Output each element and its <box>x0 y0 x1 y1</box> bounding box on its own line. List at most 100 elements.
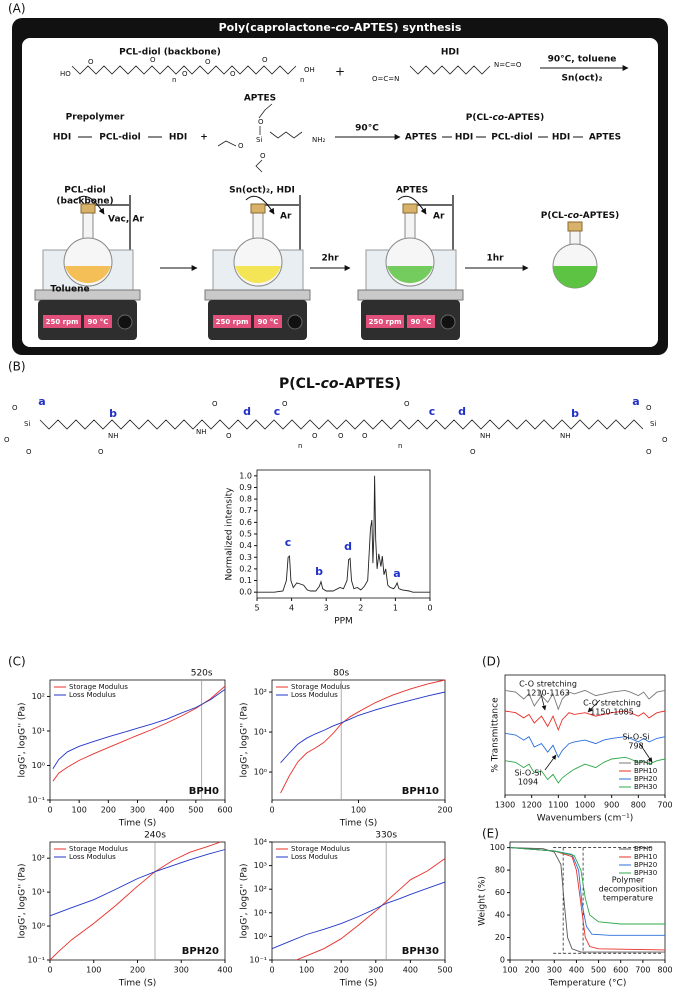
stopper <box>250 203 266 214</box>
bond <box>39 419 644 430</box>
legend-label: BPH0 <box>634 759 653 767</box>
atom: Si <box>256 136 262 144</box>
reagent-label: Prepolymer <box>66 113 125 123</box>
step-label: (backbone) <box>56 197 113 207</box>
atom: O <box>150 56 156 64</box>
x-tick-label: 100 <box>86 966 101 975</box>
plot-frame <box>256 469 431 599</box>
atom: Si <box>650 420 656 428</box>
x-tick-label: 3 <box>324 604 329 613</box>
annotation: Si-O-Si <box>514 769 541 778</box>
hot-plate-top <box>357 289 464 301</box>
sample-label: BPH10 <box>402 786 439 797</box>
peak-label: c <box>285 536 292 549</box>
atom: N=C=O <box>494 61 522 69</box>
panel-label: (B) <box>8 360 26 374</box>
proton-label: b <box>109 407 117 420</box>
x-tick-label: 900 <box>604 801 619 810</box>
display-text: 90 °C <box>258 318 279 326</box>
y-tick-label: 0.0 <box>239 588 252 597</box>
knob <box>117 314 133 330</box>
y-tick-label: 10³ <box>254 861 267 870</box>
display <box>84 315 112 328</box>
atom: O <box>4 436 10 444</box>
panel-label: (A) <box>8 2 26 16</box>
display <box>407 315 435 328</box>
x-tick-label: 200 <box>334 966 349 975</box>
y-tick-label: 0.6 <box>239 518 252 527</box>
legend-label: BPH10 <box>634 853 657 861</box>
legend-label: Storage Modulus <box>69 683 128 691</box>
annotation: C-O stretching <box>583 699 641 708</box>
flask-neck <box>82 209 94 241</box>
bond <box>71 65 297 75</box>
atom: n <box>298 442 302 450</box>
y-tick-label: 0.5 <box>239 530 252 539</box>
x-tick-label: 300 <box>130 806 145 815</box>
atom: O <box>98 448 104 456</box>
y-tick-label: 40 <box>495 911 505 920</box>
display <box>213 315 251 328</box>
legend-label: BPH20 <box>634 775 657 783</box>
peak-label: d <box>344 540 352 553</box>
atom: O <box>205 58 211 66</box>
data-line <box>271 881 446 950</box>
legend-label: Loss Modulus <box>69 691 116 699</box>
legend-label: Loss Modulus <box>291 691 338 699</box>
atom: O <box>258 118 264 126</box>
liquid <box>553 266 597 288</box>
x-tick-label: 1000 <box>575 801 595 810</box>
data-line <box>257 475 430 593</box>
y-tick-label: 0.9 <box>239 483 252 492</box>
chart-title: 80s <box>333 669 349 679</box>
atom: O <box>662 436 668 444</box>
x-tick-label: 0 <box>47 806 52 815</box>
chart-title: 240s <box>144 831 166 841</box>
x-tick-label: 100 <box>502 966 517 975</box>
y-tick-label: 0.4 <box>239 541 252 550</box>
y-tick-label: 10² <box>32 692 45 701</box>
y-tick-label: 0 <box>500 956 505 965</box>
atom: NH <box>196 428 207 436</box>
chart-title: 520s <box>191 669 213 679</box>
y-tick-label: 10⁰ <box>32 761 45 770</box>
annotation: temperature <box>603 894 653 903</box>
y-axis-label: % Transmittance <box>491 697 501 773</box>
panel-label: (D) <box>482 655 501 669</box>
display-text: 250 rpm <box>369 318 402 326</box>
atom: O <box>362 432 368 440</box>
y-tick-label: 10⁻¹ <box>27 796 45 805</box>
reagent-label: P(CL-co-APTES) <box>466 113 545 123</box>
atom: O <box>212 400 218 408</box>
title-part: -APTES) <box>504 113 544 123</box>
y-tick-label: 80 <box>495 866 505 875</box>
atom: O <box>230 70 236 78</box>
y-axis-label: logG', logG'' (Pa) <box>240 864 250 939</box>
annotation: 1210-1163 <box>526 689 570 698</box>
gas-arrow <box>397 195 427 215</box>
knob <box>287 314 303 330</box>
y-tick-label: 10² <box>254 688 267 697</box>
proton-label: d <box>243 405 251 418</box>
knob <box>440 314 456 330</box>
x-tick-label: 700 <box>657 801 672 810</box>
y-tick-label: 10⁻¹ <box>27 956 45 965</box>
atom: O <box>404 400 410 408</box>
annotation-arrow <box>544 754 557 771</box>
x-tick-label: 800 <box>657 966 672 975</box>
step-label: Ar <box>433 212 445 222</box>
legend-label: BPH10 <box>634 767 657 775</box>
legend-label: BPH30 <box>634 783 657 791</box>
atom: NH <box>480 432 491 440</box>
title-part: -APTES) <box>339 376 402 392</box>
display-text: 250 rpm <box>46 318 79 326</box>
peak-label: b <box>315 565 323 578</box>
atom: n <box>300 76 304 84</box>
condition: 90°C <box>355 124 379 134</box>
atom: O=C=N <box>372 75 399 83</box>
stopper <box>402 203 418 214</box>
formula-part: PCL-diol <box>99 133 140 143</box>
panel-title: Poly(caprolactone-co-APTES) synthesis <box>219 21 462 34</box>
x-tick-label: 0 <box>269 806 274 815</box>
